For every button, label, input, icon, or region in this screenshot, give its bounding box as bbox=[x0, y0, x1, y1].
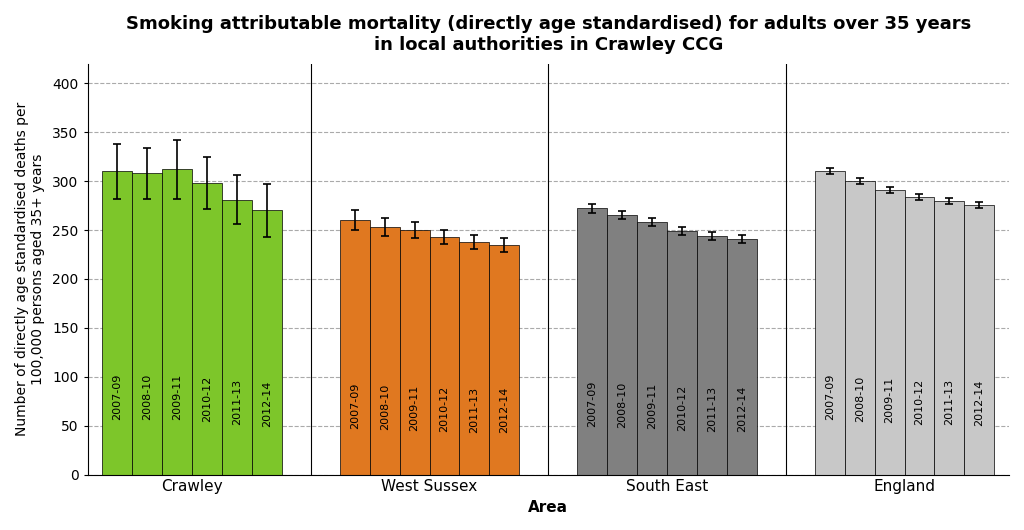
Bar bbox=[460, 242, 489, 474]
Text: 2009-11: 2009-11 bbox=[647, 383, 657, 429]
Bar bbox=[429, 237, 460, 474]
Bar bbox=[489, 245, 519, 474]
Title: Smoking attributable mortality (directly age standardised) for adults over 35 ye: Smoking attributable mortality (directly… bbox=[126, 15, 971, 54]
Bar bbox=[874, 190, 904, 474]
Bar bbox=[370, 227, 399, 474]
Text: 2007-09: 2007-09 bbox=[113, 374, 123, 420]
Text: 2008-10: 2008-10 bbox=[380, 384, 390, 430]
X-axis label: Area: Area bbox=[528, 500, 568, 515]
Bar bbox=[965, 205, 994, 474]
Bar bbox=[578, 208, 607, 474]
Text: 2009-11: 2009-11 bbox=[885, 377, 895, 423]
Text: 2010-12: 2010-12 bbox=[439, 385, 450, 432]
Bar bbox=[162, 170, 193, 474]
Text: 2010-12: 2010-12 bbox=[677, 384, 687, 431]
Text: 2009-11: 2009-11 bbox=[410, 384, 420, 430]
Text: 2012-14: 2012-14 bbox=[499, 387, 509, 433]
Bar bbox=[697, 236, 727, 474]
Bar bbox=[340, 220, 370, 474]
Text: 2012-14: 2012-14 bbox=[974, 379, 984, 426]
Bar bbox=[102, 171, 132, 474]
Bar bbox=[637, 222, 667, 474]
Bar bbox=[607, 215, 637, 474]
Text: 2010-12: 2010-12 bbox=[202, 376, 212, 422]
Text: 2007-09: 2007-09 bbox=[350, 383, 359, 429]
Bar bbox=[399, 230, 429, 474]
Bar bbox=[904, 197, 934, 474]
Text: 2008-10: 2008-10 bbox=[855, 375, 864, 422]
Bar bbox=[934, 201, 965, 474]
Text: 2011-13: 2011-13 bbox=[469, 386, 479, 432]
Text: 2011-13: 2011-13 bbox=[231, 379, 242, 425]
Text: 2009-11: 2009-11 bbox=[172, 374, 182, 420]
Text: 2007-09: 2007-09 bbox=[588, 381, 597, 427]
Bar bbox=[132, 173, 162, 474]
Text: 2008-10: 2008-10 bbox=[142, 374, 153, 420]
Text: 2012-14: 2012-14 bbox=[736, 386, 746, 432]
Text: 2007-09: 2007-09 bbox=[825, 374, 835, 420]
Bar bbox=[252, 210, 282, 474]
Bar bbox=[727, 239, 757, 474]
Bar bbox=[193, 183, 222, 474]
Bar bbox=[815, 171, 845, 474]
Bar bbox=[845, 181, 874, 474]
Y-axis label: Number of directly age standardised deaths per
100,000 persons aged 35+ years: Number of directly age standardised deat… bbox=[15, 102, 45, 436]
Text: 2011-13: 2011-13 bbox=[944, 379, 954, 425]
Text: 2010-12: 2010-12 bbox=[914, 378, 925, 425]
Text: 2008-10: 2008-10 bbox=[617, 382, 628, 428]
Text: 2012-14: 2012-14 bbox=[262, 381, 271, 427]
Bar bbox=[222, 200, 252, 474]
Text: 2011-13: 2011-13 bbox=[707, 385, 717, 431]
Bar bbox=[667, 231, 697, 474]
